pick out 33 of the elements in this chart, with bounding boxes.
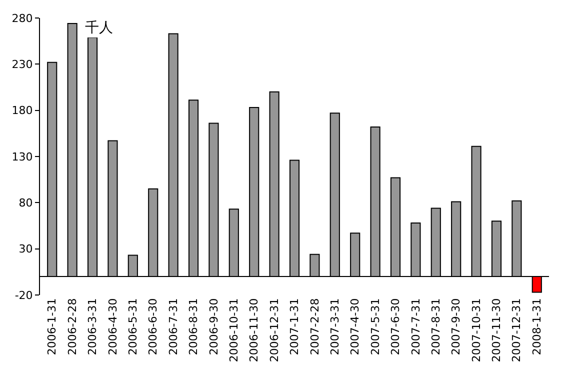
y-tick-label: 30 — [18, 242, 33, 256]
x-tick-label: 2007-5-31 — [368, 298, 382, 356]
x-tick-label: 2007-11-30 — [490, 298, 504, 362]
x-tick-label: 2006-11-30 — [248, 298, 261, 362]
x-tick-label: 2007-12-31 — [510, 298, 524, 362]
x-tick-label: 2006-9-30 — [207, 298, 220, 356]
x-tick-label: 2007-9-30 — [450, 298, 463, 356]
y-tick-label: 80 — [18, 196, 33, 210]
x-tick-label: 2007-1-31 — [288, 298, 302, 356]
x-tick-label: 2006-3-31 — [86, 298, 100, 356]
x-tick-label: 2006-4-30 — [106, 298, 120, 356]
y-tick-label: 280 — [12, 12, 33, 25]
x-tick-label: 2007-7-31 — [409, 298, 422, 356]
y-axis-title: 千人 — [85, 20, 113, 36]
x-tick-label: 2007-8-31 — [429, 298, 442, 356]
x-tick-label: 2006-12-31 — [268, 298, 281, 362]
y-tick-label: -20 — [14, 288, 33, 302]
x-tick-label: 2006-10-31 — [227, 298, 240, 362]
y-tick-label: 230 — [12, 58, 33, 72]
x-tick-label: 2008-1-31 — [530, 298, 544, 356]
x-tick-label: 2006-7-31 — [166, 298, 180, 356]
x-tick-label: 2007-10-31 — [470, 298, 483, 362]
x-tick-label: 2007-4-30 — [348, 298, 362, 356]
x-tick-label: 2007-3-31 — [328, 298, 342, 356]
x-tick-label: 2006-8-31 — [187, 298, 200, 356]
y-tick-label: 130 — [12, 150, 33, 164]
x-tick-label: 2006-5-31 — [126, 298, 140, 356]
x-tick-label: 2006-6-30 — [146, 298, 160, 356]
x-tick-label: 2006-2-28 — [66, 298, 79, 356]
y-tick-label: 180 — [12, 104, 33, 118]
x-tick-label: 2007-2-28 — [308, 298, 322, 356]
x-tick-label: 2007-6-30 — [389, 298, 402, 356]
x-tick-label: 2006-1-31 — [46, 298, 59, 356]
